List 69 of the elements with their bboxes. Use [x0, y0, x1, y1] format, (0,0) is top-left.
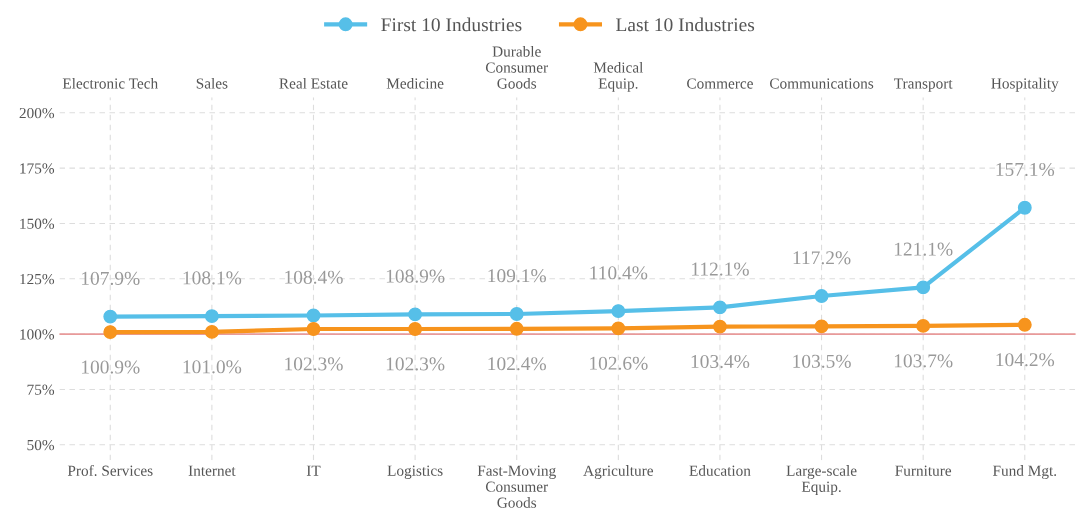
- x-tick-label: Internet: [188, 465, 236, 476]
- point: [103, 309, 118, 324]
- point: [814, 319, 829, 334]
- text: Real Estate: [279, 77, 348, 89]
- y-tick-label: 75%: [27, 384, 55, 395]
- text: Durable Consumer Goods: [485, 45, 548, 89]
- point: [916, 318, 931, 333]
- x-tick-label: Fund Mgt.: [992, 465, 1057, 480]
- x-tick-label: Logistics: [387, 465, 443, 479]
- data-label: 117.2%: [793, 251, 851, 265]
- data-label: 104.2%: [996, 353, 1055, 367]
- data-label: 102.3%: [285, 357, 343, 371]
- legend-label: First 10 Industries: [381, 17, 522, 32]
- data-label: 101.0%: [183, 360, 242, 374]
- x-tick-label: Furniture: [895, 465, 952, 476]
- point: [713, 319, 727, 334]
- data-label: 110.4%: [590, 266, 648, 280]
- point: [611, 304, 626, 319]
- point: [204, 324, 219, 339]
- text: Medical Equip.: [593, 61, 644, 92]
- x-tick-label: Fast-Moving Consumer Goods: [477, 465, 556, 508]
- x-tick-label: Education: [689, 465, 751, 476]
- data-label: 157.1%: [996, 162, 1055, 177]
- text: Transport: [894, 78, 953, 92]
- y-tick-label: 100%: [20, 329, 55, 340]
- text: Sales: [196, 77, 228, 89]
- data-label: 109.1%: [488, 269, 547, 283]
- point: [916, 280, 931, 295]
- y-tick-label: 200%: [19, 107, 55, 119]
- y-tick-label: 125%: [20, 273, 55, 285]
- point: [306, 308, 321, 323]
- point: [611, 321, 626, 336]
- point: [509, 307, 524, 321]
- x-tick-label: Large-scale Equip.: [786, 465, 857, 495]
- legend-label: Last 10 Industries: [616, 17, 755, 32]
- text: Commerce: [687, 78, 753, 89]
- x-tick-label: Prof. Services: [67, 464, 153, 476]
- data-label: 108.4%: [285, 270, 343, 284]
- data-label: 102.3%: [386, 357, 445, 371]
- data-label: 103.4%: [691, 354, 750, 369]
- data-label: 108.1%: [183, 271, 242, 285]
- y-tick-label: 150%: [20, 218, 55, 229]
- x-tick-label: Agriculture: [583, 465, 654, 480]
- point: [306, 322, 321, 336]
- data-label: 112.1%: [692, 262, 749, 276]
- data-label: 121.1%: [894, 242, 953, 256]
- data-label: 102.4%: [488, 357, 547, 371]
- point: [814, 289, 829, 303]
- text: Medicine: [386, 77, 444, 89]
- text: Hospitality: [991, 77, 1059, 92]
- point: [1017, 200, 1032, 215]
- point: [408, 307, 423, 322]
- point: [408, 322, 423, 336]
- point: [103, 325, 118, 340]
- text: Electronic Tech: [62, 77, 158, 89]
- data-label: 103.5%: [793, 354, 851, 368]
- point: [713, 300, 727, 315]
- data-label: 107.9%: [82, 271, 140, 285]
- data-label: 108.9%: [386, 269, 445, 283]
- point: [509, 321, 524, 336]
- data-label: 100.9%: [82, 360, 140, 374]
- point: [204, 309, 219, 324]
- text: Communications: [769, 78, 874, 89]
- y-tick-label: 50%: [27, 439, 55, 451]
- y-tick-label: 175%: [20, 163, 55, 174]
- x-tick-label: IT: [306, 465, 321, 476]
- data-label: 102.6%: [590, 356, 648, 370]
- point: [1017, 317, 1032, 332]
- data-label: 103.7%: [894, 354, 953, 368]
